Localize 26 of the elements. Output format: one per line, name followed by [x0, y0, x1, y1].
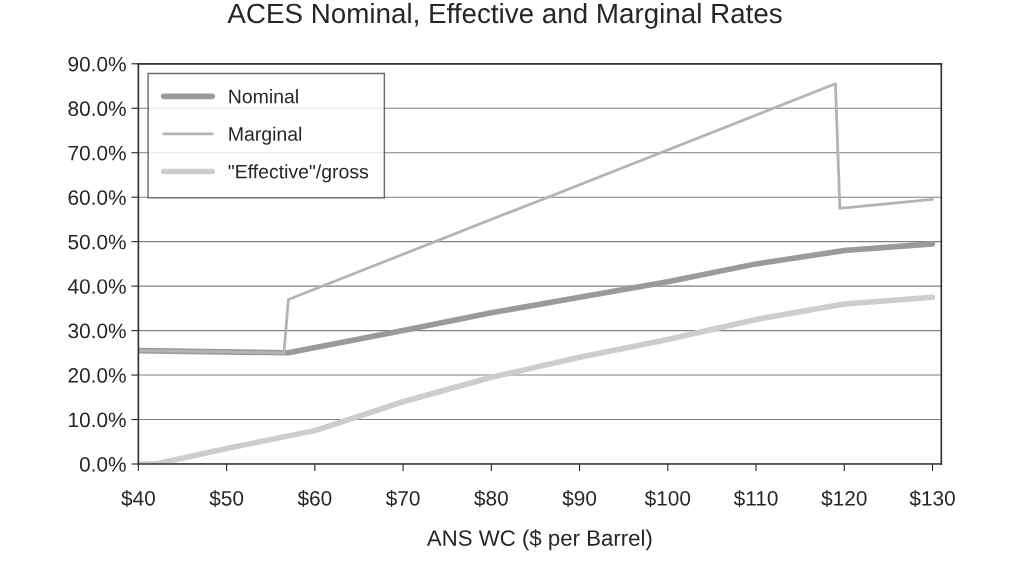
x-tick-label: $60 — [297, 490, 332, 507]
y-tick-label: 20.0% — [68, 368, 126, 383]
x-tick-label: $120 — [821, 490, 867, 507]
x-tick-label: $50 — [209, 490, 244, 507]
legend-label: Marginal — [229, 126, 302, 145]
y-tick-label: 40.0% — [67, 279, 126, 294]
y-tick-label: 90.0% — [68, 56, 126, 72]
x-tick-label: $40 — [121, 490, 155, 507]
line-series — [138, 82, 934, 355]
x-tick-label: $100 — [644, 490, 691, 507]
x-tick-label: $130 — [909, 490, 955, 507]
y-tick-label: 30.0% — [68, 323, 126, 339]
y-tick-label: 70.0% — [68, 145, 126, 161]
x-tick-label: $90 — [562, 490, 597, 507]
legend-label: "Effective"/gross — [228, 164, 369, 183]
y-tick-label: 50.0% — [68, 234, 126, 250]
y-tick-label: 60.0% — [68, 190, 126, 205]
legend-label: Nominal — [229, 89, 298, 104]
x-tick-label: $110 — [733, 490, 778, 507]
x-tick-label: $70 — [385, 490, 420, 507]
x-tick-label: $80 — [474, 490, 508, 507]
chart-title: ACES Nominal, Effective and Marginal Rates — [227, 2, 782, 29]
y-tick-label: 80.0% — [68, 101, 126, 117]
y-tick-label: 10.0% — [69, 412, 126, 428]
y-tick-label: 0.0% — [79, 457, 126, 472]
x-axis-title: ANS WC ($ per Barrel) — [426, 529, 652, 551]
